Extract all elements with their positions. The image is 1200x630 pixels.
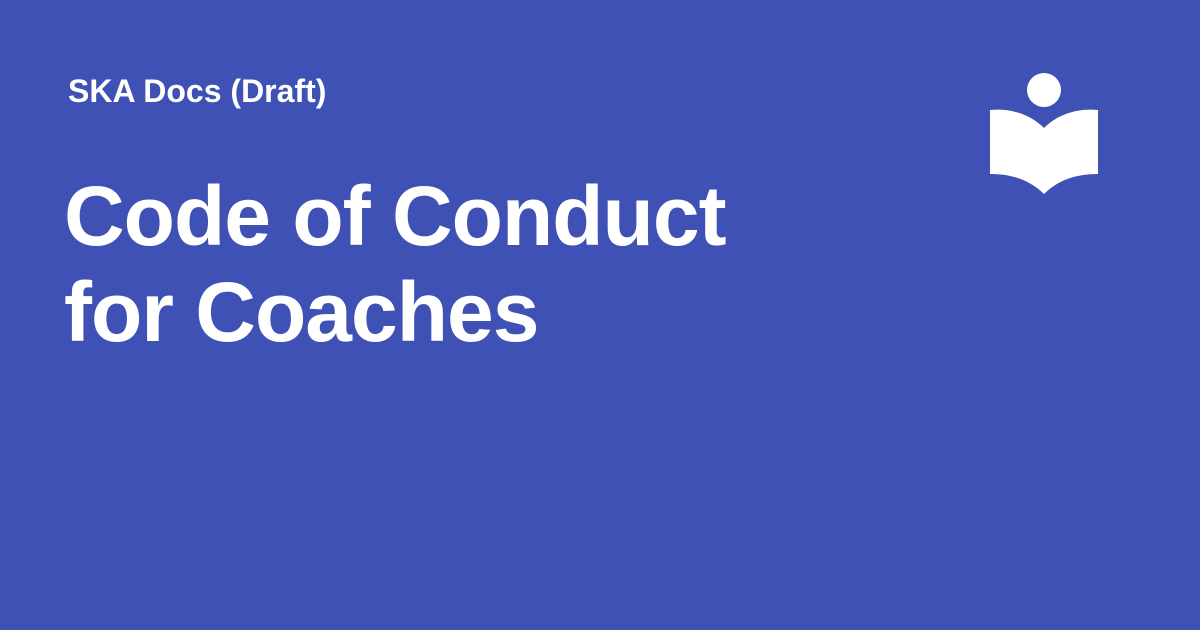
page-title: Code of Conduct for Coaches (64, 168, 924, 360)
page-title-line-2: for Coaches (64, 265, 539, 359)
page-title-line-1: Code of Conduct (64, 169, 727, 263)
site-name: SKA Docs (Draft) (68, 73, 327, 109)
reader-book-icon (988, 70, 1100, 198)
